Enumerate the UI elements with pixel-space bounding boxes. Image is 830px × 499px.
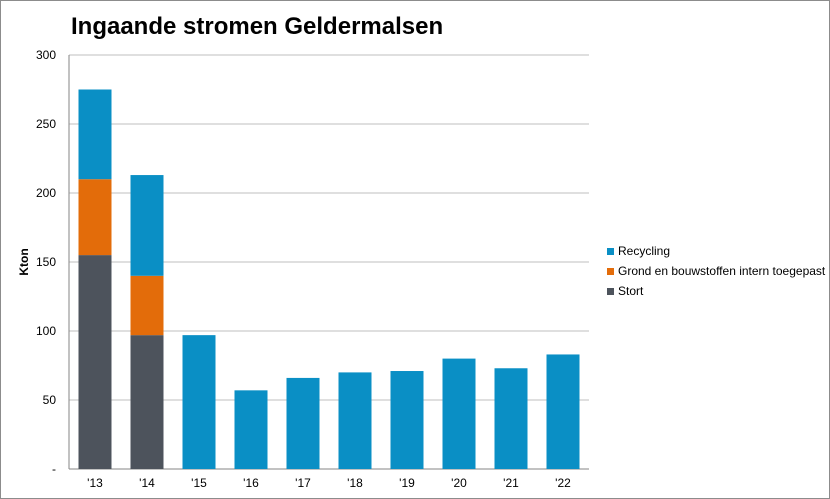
- bar-grond-en-bouwstoffen-intern-toegepast: [78, 179, 112, 256]
- bar-grond-en-bouwstoffen-intern-toegepast: [130, 275, 164, 336]
- legend-item: Recycling: [607, 241, 825, 261]
- x-tick-label: '20: [451, 476, 467, 490]
- y-tick-label: 200: [36, 186, 56, 200]
- y-tick-label: 150: [36, 255, 56, 269]
- bar-stort: [130, 335, 164, 469]
- x-tick-label: '21: [503, 476, 519, 490]
- legend-label: Recycling: [618, 244, 671, 258]
- x-tick-label: '14: [139, 476, 155, 490]
- x-tick-label: '16: [243, 476, 259, 490]
- legend-swatch: [607, 287, 614, 295]
- y-tick-label: 100: [36, 324, 56, 338]
- legend: Recycling Grond en bouwstoffen intern toe…: [607, 241, 825, 301]
- legend-swatch: [607, 267, 614, 275]
- y-tick-label: 250: [36, 117, 56, 131]
- legend-swatch: [607, 247, 614, 255]
- y-tick-label: -: [52, 462, 56, 476]
- bar-recycling: [338, 372, 372, 469]
- bar-recycling: [286, 377, 320, 469]
- bar-recycling: [130, 175, 164, 276]
- bar-recycling: [390, 371, 424, 469]
- legend-item: Stort: [607, 281, 825, 301]
- y-tick-label: 50: [43, 393, 57, 407]
- legend-label: Stort: [618, 284, 644, 298]
- x-tick-label: '18: [347, 476, 363, 490]
- bar-recycling: [494, 368, 528, 469]
- x-tick-label: '13: [87, 476, 103, 490]
- chart-title: Ingaande stromen Geldermalsen: [71, 13, 444, 40]
- y-tick-label: 300: [36, 48, 56, 62]
- x-tick-label: '22: [555, 476, 571, 490]
- legend-item: Grond en bouwstoffen intern toegepast: [607, 261, 825, 281]
- bar-recycling: [442, 358, 476, 469]
- x-tick-label: '19: [399, 476, 415, 490]
- y-axis-label: Kton: [17, 248, 31, 275]
- bar-recycling: [546, 354, 580, 469]
- x-tick-label: '15: [191, 476, 207, 490]
- x-tick-label: '17: [295, 476, 311, 490]
- bar-recycling: [182, 335, 216, 469]
- bar-recycling: [234, 390, 268, 469]
- bar-recycling: [78, 89, 112, 180]
- bar-stort: [78, 255, 112, 469]
- legend-label: Grond en bouwstoffen intern toegepast: [618, 264, 826, 278]
